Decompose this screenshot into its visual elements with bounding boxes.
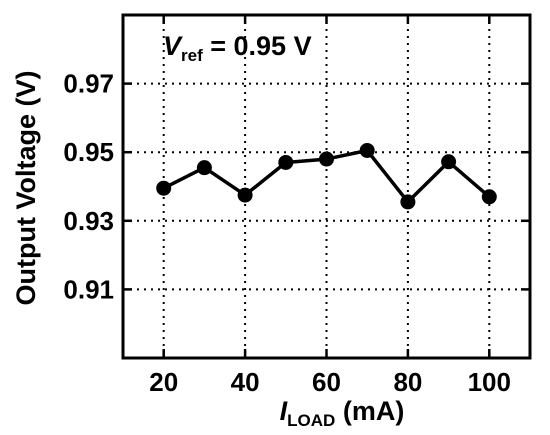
x-tick-label: 60 bbox=[312, 367, 341, 397]
y-tick-label: 0.91 bbox=[63, 274, 114, 304]
data-point bbox=[237, 187, 253, 203]
data-point bbox=[481, 189, 497, 205]
series-markers bbox=[156, 142, 497, 210]
annotation-sub: ref bbox=[181, 46, 203, 65]
grid-lines bbox=[123, 15, 530, 358]
annotation-rest: = 0.95 V bbox=[203, 31, 312, 61]
y-tick-label: 0.97 bbox=[63, 69, 114, 99]
data-point bbox=[400, 194, 416, 210]
xlabel-rest: (mA) bbox=[335, 396, 404, 426]
axis-ticks bbox=[123, 15, 530, 358]
data-point bbox=[359, 142, 375, 158]
xlabel-main: I bbox=[280, 396, 288, 426]
x-axis-label: ILOAD (mA) bbox=[280, 396, 405, 430]
data-point bbox=[319, 151, 334, 167]
data-point bbox=[156, 180, 172, 196]
plot-frame bbox=[121, 13, 532, 360]
xlabel-sub: LOAD bbox=[287, 411, 335, 430]
annotation-main: V bbox=[163, 31, 183, 61]
tick-labels: 20 40 60 80 100 0.91 0.93 0.95 0.97 bbox=[63, 69, 511, 397]
y-axis-label: Output Voltage (V) bbox=[11, 71, 41, 306]
x-tick-label: 20 bbox=[149, 367, 178, 397]
data-point bbox=[196, 160, 212, 176]
x-tick-label: 100 bbox=[468, 367, 511, 397]
annotation-vref: Vref = 0.95 V bbox=[163, 31, 312, 65]
data-point bbox=[441, 154, 457, 170]
x-tick-label: 80 bbox=[393, 367, 422, 397]
x-tick-label: 40 bbox=[231, 367, 260, 397]
data-point bbox=[278, 154, 294, 170]
y-tick-label: 0.95 bbox=[63, 137, 114, 167]
y-tick-label: 0.93 bbox=[63, 206, 114, 236]
